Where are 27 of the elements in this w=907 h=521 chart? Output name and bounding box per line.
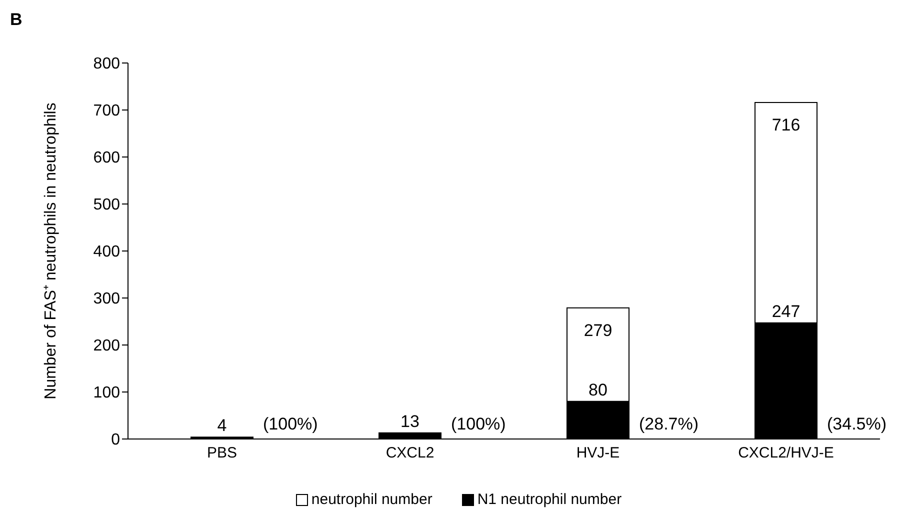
data-label: 4 — [217, 416, 227, 436]
annotation: (34.5%) — [827, 414, 887, 434]
data-label: 247 — [772, 302, 800, 321]
x-tick-label: PBS — [206, 444, 238, 462]
y-tick-label: 700 — [93, 102, 120, 120]
y-tick-label: 100 — [93, 384, 120, 402]
y-axis-title: Number of FAS⁺ neutrophils in neutrophils — [42, 102, 60, 400]
y-tick-label: 300 — [93, 290, 120, 308]
annotation: (100%) — [263, 414, 318, 434]
x-tick-label: HVJ-E — [576, 444, 620, 462]
x-tick-label: CXCL2/HVJ-E — [738, 444, 834, 462]
annotation: (28.7%) — [639, 414, 699, 434]
data-label: 13 — [400, 412, 420, 431]
legend-label: N1 neutrophil number — [476, 491, 622, 508]
y-tick-label: 200 — [93, 338, 120, 355]
y-tick-label: 400 — [93, 244, 120, 261]
total-label: 716 — [772, 115, 800, 134]
y-tick-label: 800 — [93, 56, 120, 73]
legend-label: neutrophil number — [310, 491, 432, 508]
data-label: 80 — [588, 380, 608, 400]
text: B — [10, 10, 22, 30]
total-label: 279 — [584, 320, 612, 340]
y-tick-label: 500 — [93, 196, 120, 214]
y-tick-label: 0 — [111, 432, 120, 449]
y-tick-label: 600 — [93, 150, 120, 167]
annotation: (100%) — [451, 414, 506, 434]
x-tick-label: CXCL2 — [386, 444, 434, 462]
